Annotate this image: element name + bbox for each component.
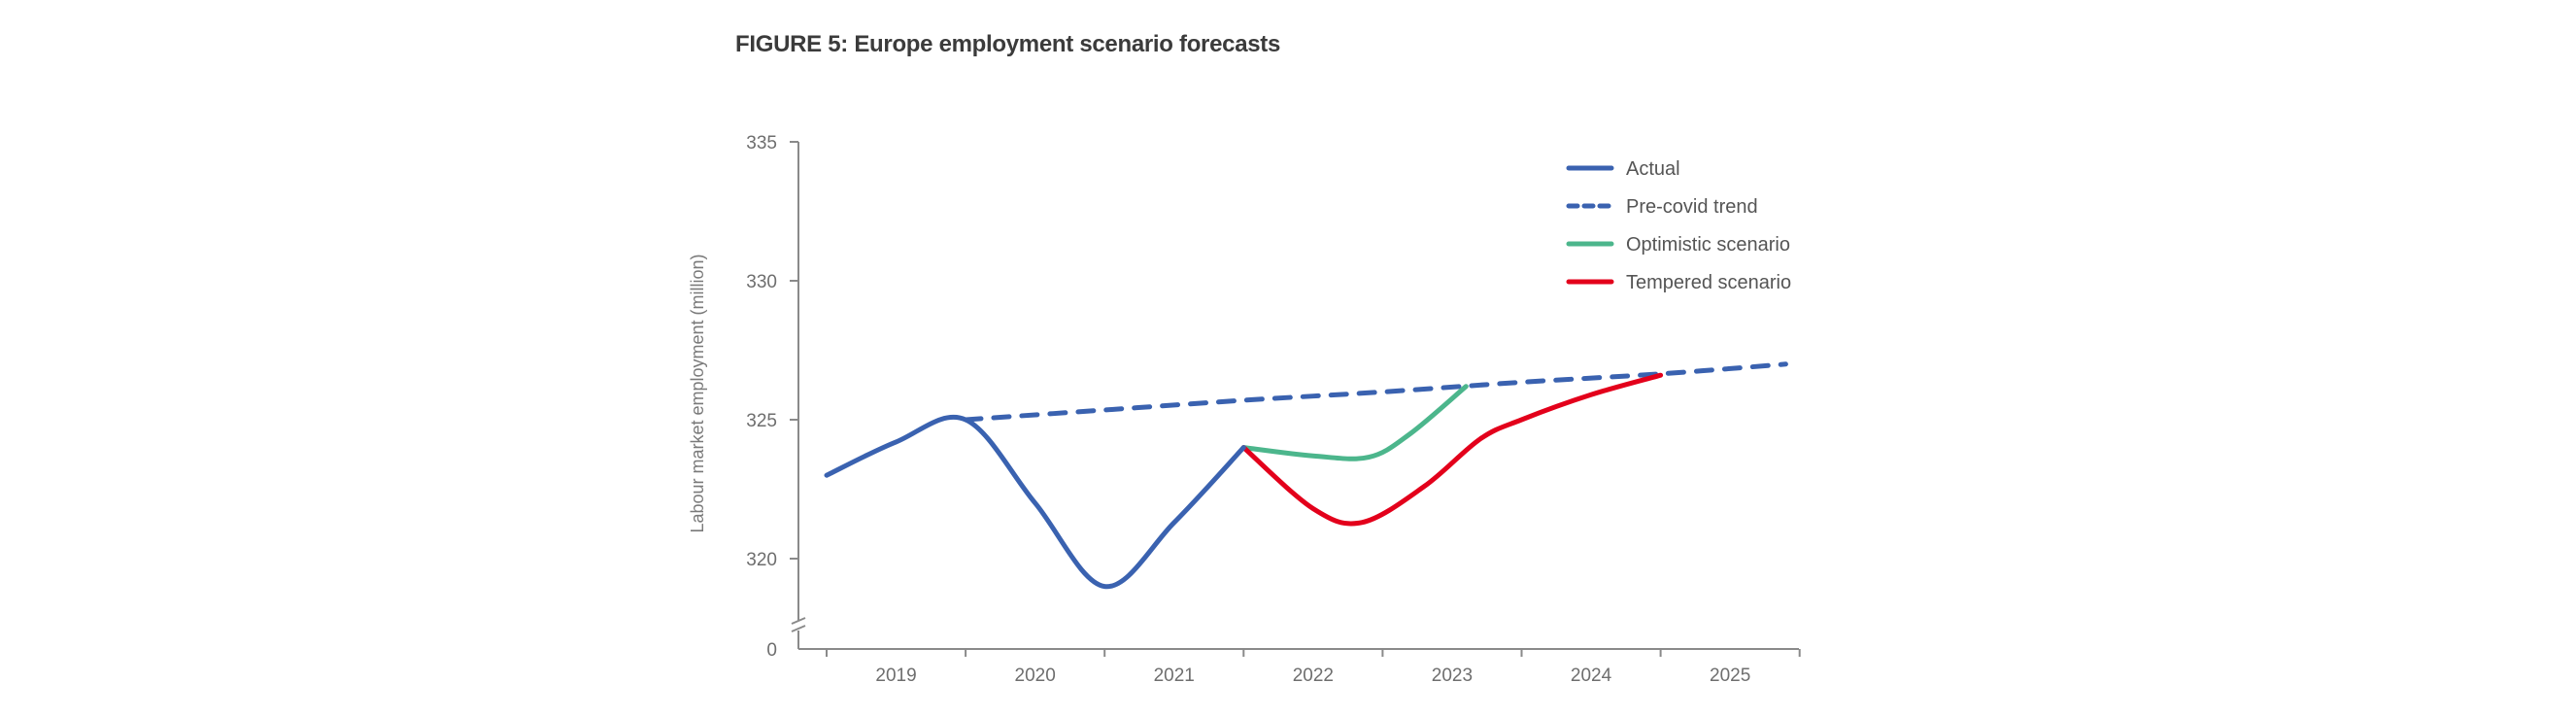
legend-label: Tempered scenario (1626, 272, 1791, 293)
axis-break-icon (791, 617, 806, 632)
y-tick-label: 335 (746, 133, 777, 154)
y-tick-label-zero: 0 (766, 640, 777, 661)
y-axis-title: Labour market employment (million) (688, 254, 707, 532)
y-tick-label: 330 (746, 272, 777, 292)
legend: Actual Pre-covid trend Optimistic scenario… (1566, 158, 1791, 293)
axes: 320 325 330 335 0 2019 2020 2021 2022 2023 2024 202… (688, 133, 1801, 686)
x-tick-label: 2024 (1571, 666, 1612, 686)
series-line-pre-covid-trend (963, 361, 1788, 423)
x-tick-label: 2019 (875, 666, 916, 686)
legend-label: Pre-covid trend (1626, 196, 1758, 218)
legend-label: Optimistic scenario (1626, 234, 1790, 256)
series-line-tempered-scenario (1240, 372, 1664, 527)
y-tick-label: 320 (746, 550, 777, 570)
legend-item-actual: Actual (1566, 158, 1680, 180)
x-tick-label: 2023 (1432, 666, 1473, 686)
x-tick-label: 2020 (1015, 666, 1056, 686)
y-tick-label: 325 (746, 411, 777, 431)
series-layer (824, 361, 1788, 590)
x-tick-label: 2022 (1293, 666, 1334, 686)
chart-title: FIGURE 5: Europe employment scenario for… (735, 31, 1281, 57)
x-tick-label: 2021 (1154, 666, 1195, 686)
legend-item-optimistic-scenario: Optimistic scenario (1566, 234, 1790, 256)
legend-label: Actual (1626, 158, 1680, 180)
legend-item-tempered-scenario: Tempered scenario (1566, 272, 1791, 293)
series-line-actual (824, 414, 1246, 590)
legend-item-pre-covid-trend: Pre-covid trend (1566, 196, 1758, 218)
x-tick-label: 2025 (1710, 666, 1750, 686)
series-line-optimistic-scenario (1240, 384, 1469, 461)
